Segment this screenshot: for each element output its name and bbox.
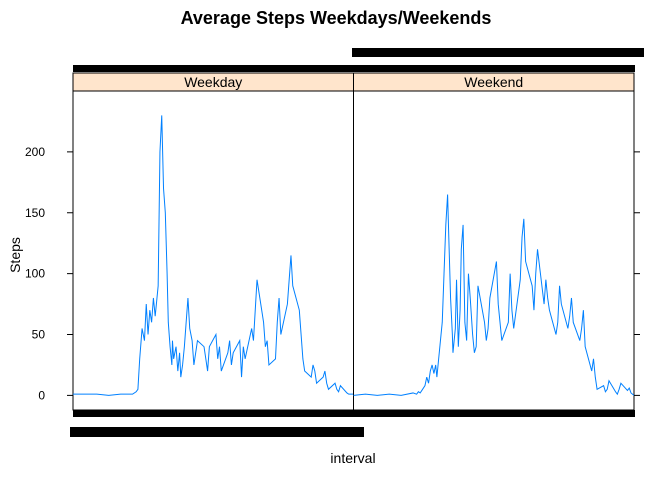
y-tick-label: 50 bbox=[32, 328, 46, 342]
axis-layer: 0 50 100 150 200 bbox=[25, 48, 644, 437]
y-axis-label: Steps bbox=[7, 237, 23, 273]
panels-layer: Weekday Weekend bbox=[72, 72, 635, 411]
y-tick-label: 0 bbox=[38, 388, 45, 402]
x-axis-label: interval bbox=[330, 450, 375, 466]
top-tick-label-band bbox=[352, 48, 644, 57]
panel-frame-weekday bbox=[72, 90, 354, 411]
chart-title: Average Steps Weekdays/Weekends bbox=[181, 8, 492, 28]
bottom-tick-band bbox=[73, 410, 635, 417]
strip-label-weekend: Weekend bbox=[464, 74, 523, 90]
y-tick-label: 150 bbox=[25, 206, 45, 220]
series-line-weekday bbox=[73, 115, 354, 396]
y-tick-label: 100 bbox=[25, 267, 45, 281]
strip-label-weekday: Weekday bbox=[184, 74, 242, 90]
panel-weekend: Weekend bbox=[353, 72, 635, 411]
y-tick-label: 200 bbox=[25, 145, 45, 159]
panel-weekday: Weekday bbox=[72, 72, 354, 411]
panel-frame-weekend bbox=[353, 90, 635, 411]
bottom-tick-label-band bbox=[70, 427, 364, 437]
series-line-weekend bbox=[353, 194, 635, 396]
top-tick-band bbox=[73, 65, 635, 72]
